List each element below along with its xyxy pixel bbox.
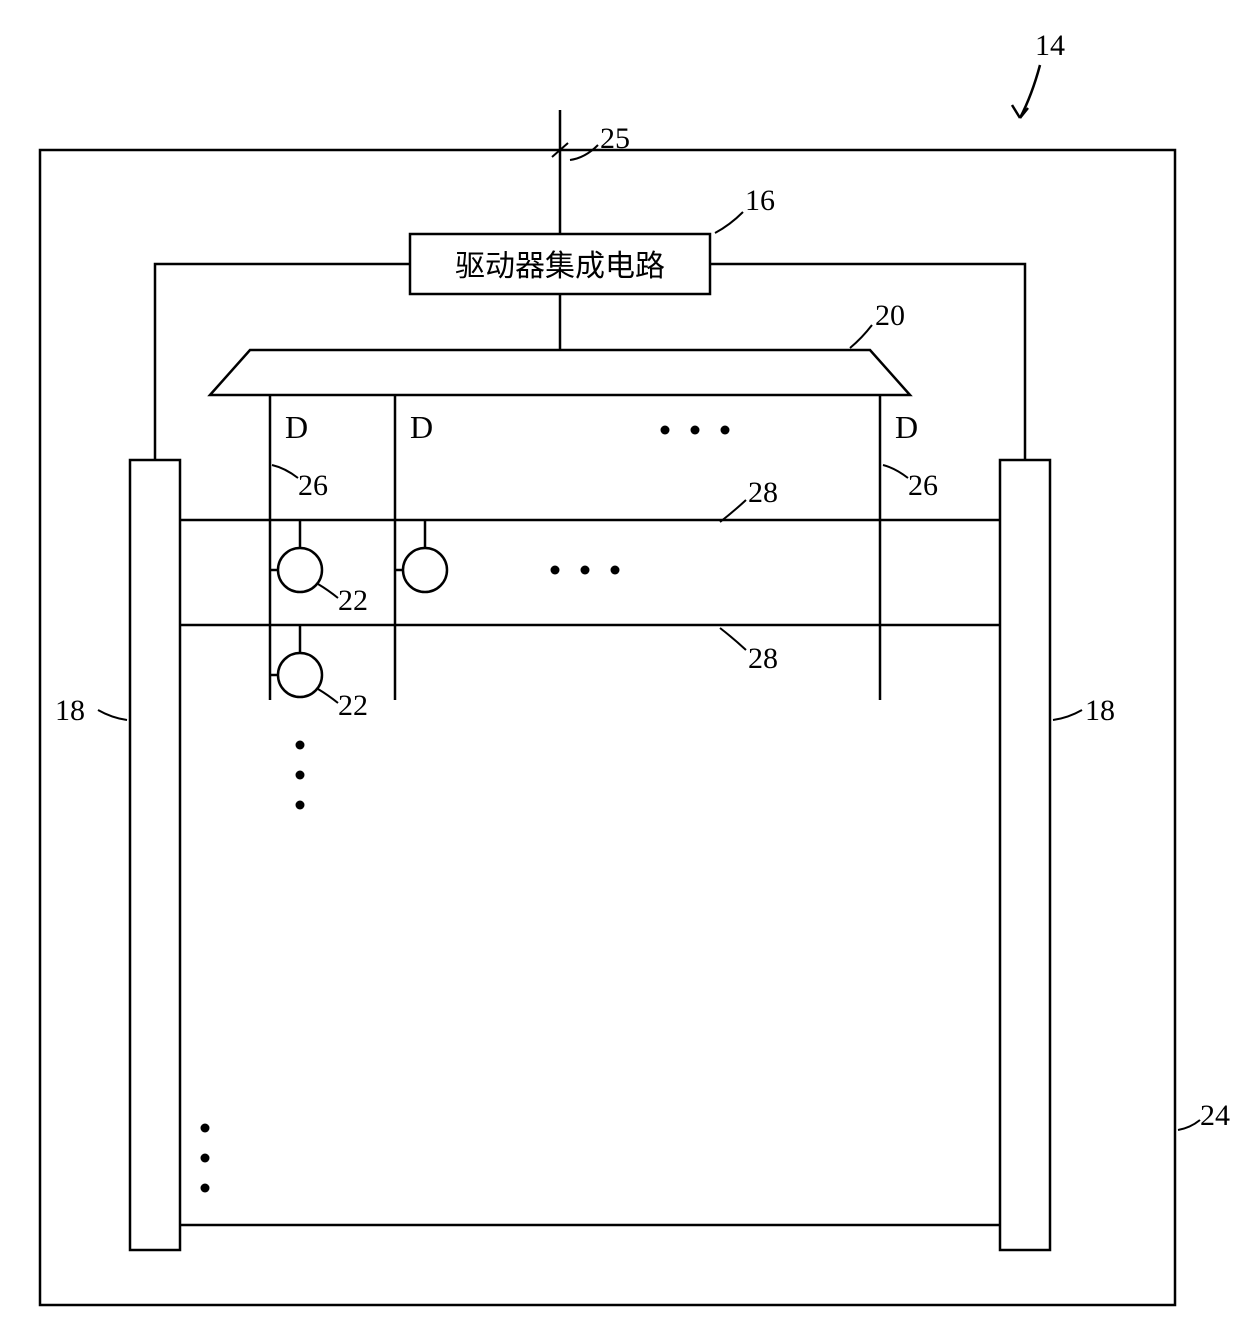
ref-18-left: 18: [55, 694, 85, 727]
d-label-n: D: [895, 409, 918, 445]
ref-14: 14: [1035, 29, 1065, 62]
ref-18-right: 18: [1085, 694, 1115, 727]
ref-16: 16: [745, 184, 775, 217]
pixel-1-2: [403, 548, 447, 592]
ref-20: 20: [875, 299, 905, 332]
dot: [201, 1154, 210, 1163]
dot: [581, 566, 590, 575]
ref-22-b-leader: [318, 689, 338, 703]
dot: [296, 771, 305, 780]
ref-28-lower: 28: [748, 642, 778, 675]
ref-28-upper: 28: [748, 476, 778, 509]
dot: [661, 426, 670, 435]
ref-24-leader: [1178, 1120, 1200, 1130]
dot: [201, 1184, 210, 1193]
d-label-2: D: [410, 409, 433, 445]
ref-16-leader: [715, 212, 743, 233]
ref-22-a-leader: [318, 584, 338, 598]
pixel-1-1: [278, 548, 322, 592]
ref-25-leader: [570, 145, 598, 160]
ref-25: 25: [600, 122, 630, 155]
ref-28-lower-leader: [720, 628, 746, 650]
driver-ic-label: 驱动器集成电路: [455, 250, 665, 283]
d-label-1: D: [285, 409, 308, 445]
ref-22-b: 22: [338, 689, 368, 722]
diagram-svg: 14 25 驱动器集成电路 16 20 18 18 24 D D D 26: [0, 0, 1240, 1344]
dot: [691, 426, 700, 435]
ref-18-right-leader: [1053, 710, 1082, 720]
pixel-2-1: [278, 653, 322, 697]
right-bar: [1000, 460, 1050, 1250]
ref-26-left-leader: [272, 465, 298, 478]
dot: [611, 566, 620, 575]
ref-24: 24: [1200, 1099, 1230, 1132]
dot: [296, 741, 305, 750]
dot: [201, 1124, 210, 1133]
ref-14-arrow: [1020, 65, 1040, 118]
ref-18-left-leader: [98, 710, 127, 720]
ref-28-upper-leader: [720, 500, 746, 522]
dot: [296, 801, 305, 810]
ref-22-a: 22: [338, 584, 368, 617]
dot: [551, 566, 560, 575]
ref-26-right-leader: [883, 465, 908, 478]
ref-20-leader: [850, 325, 872, 348]
left-bar: [130, 460, 180, 1250]
ref-26-left: 26: [298, 469, 328, 502]
demux: [210, 350, 910, 395]
dot: [721, 426, 730, 435]
ref-26-right: 26: [908, 469, 938, 502]
